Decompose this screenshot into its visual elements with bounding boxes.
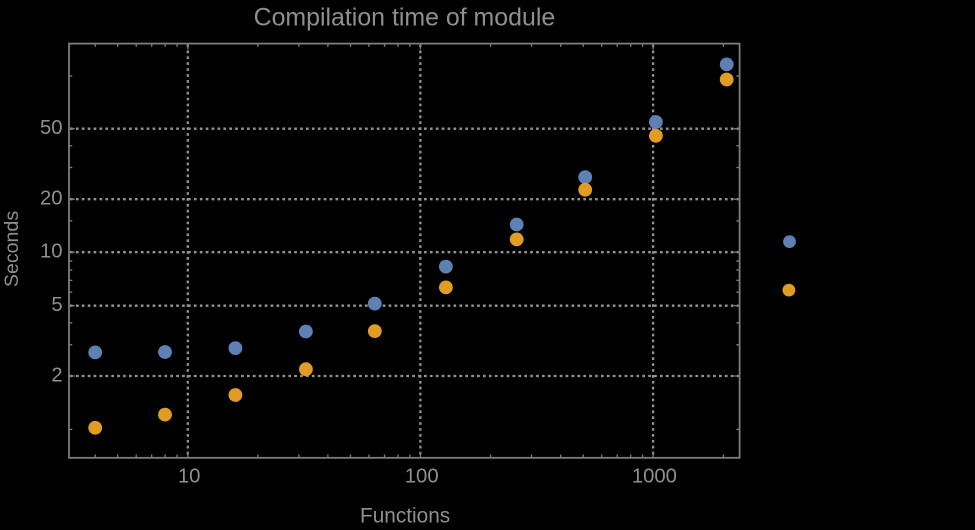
svg-text:100: 100 <box>405 466 439 488</box>
svg-text:10: 10 <box>178 466 201 488</box>
svg-text:2: 2 <box>51 364 62 386</box>
svg-text:1000: 1000 <box>632 466 677 488</box>
svg-text:Compilation time of module: Compilation time of module <box>254 3 556 31</box>
svg-text:20: 20 <box>40 188 63 210</box>
svg-text:Functions: Functions <box>360 504 450 525</box>
svg-text:5: 5 <box>51 294 62 316</box>
svg-text:10: 10 <box>40 241 63 263</box>
svg-text:Seconds: Seconds <box>1 211 23 287</box>
svg-text:50: 50 <box>40 117 63 139</box>
